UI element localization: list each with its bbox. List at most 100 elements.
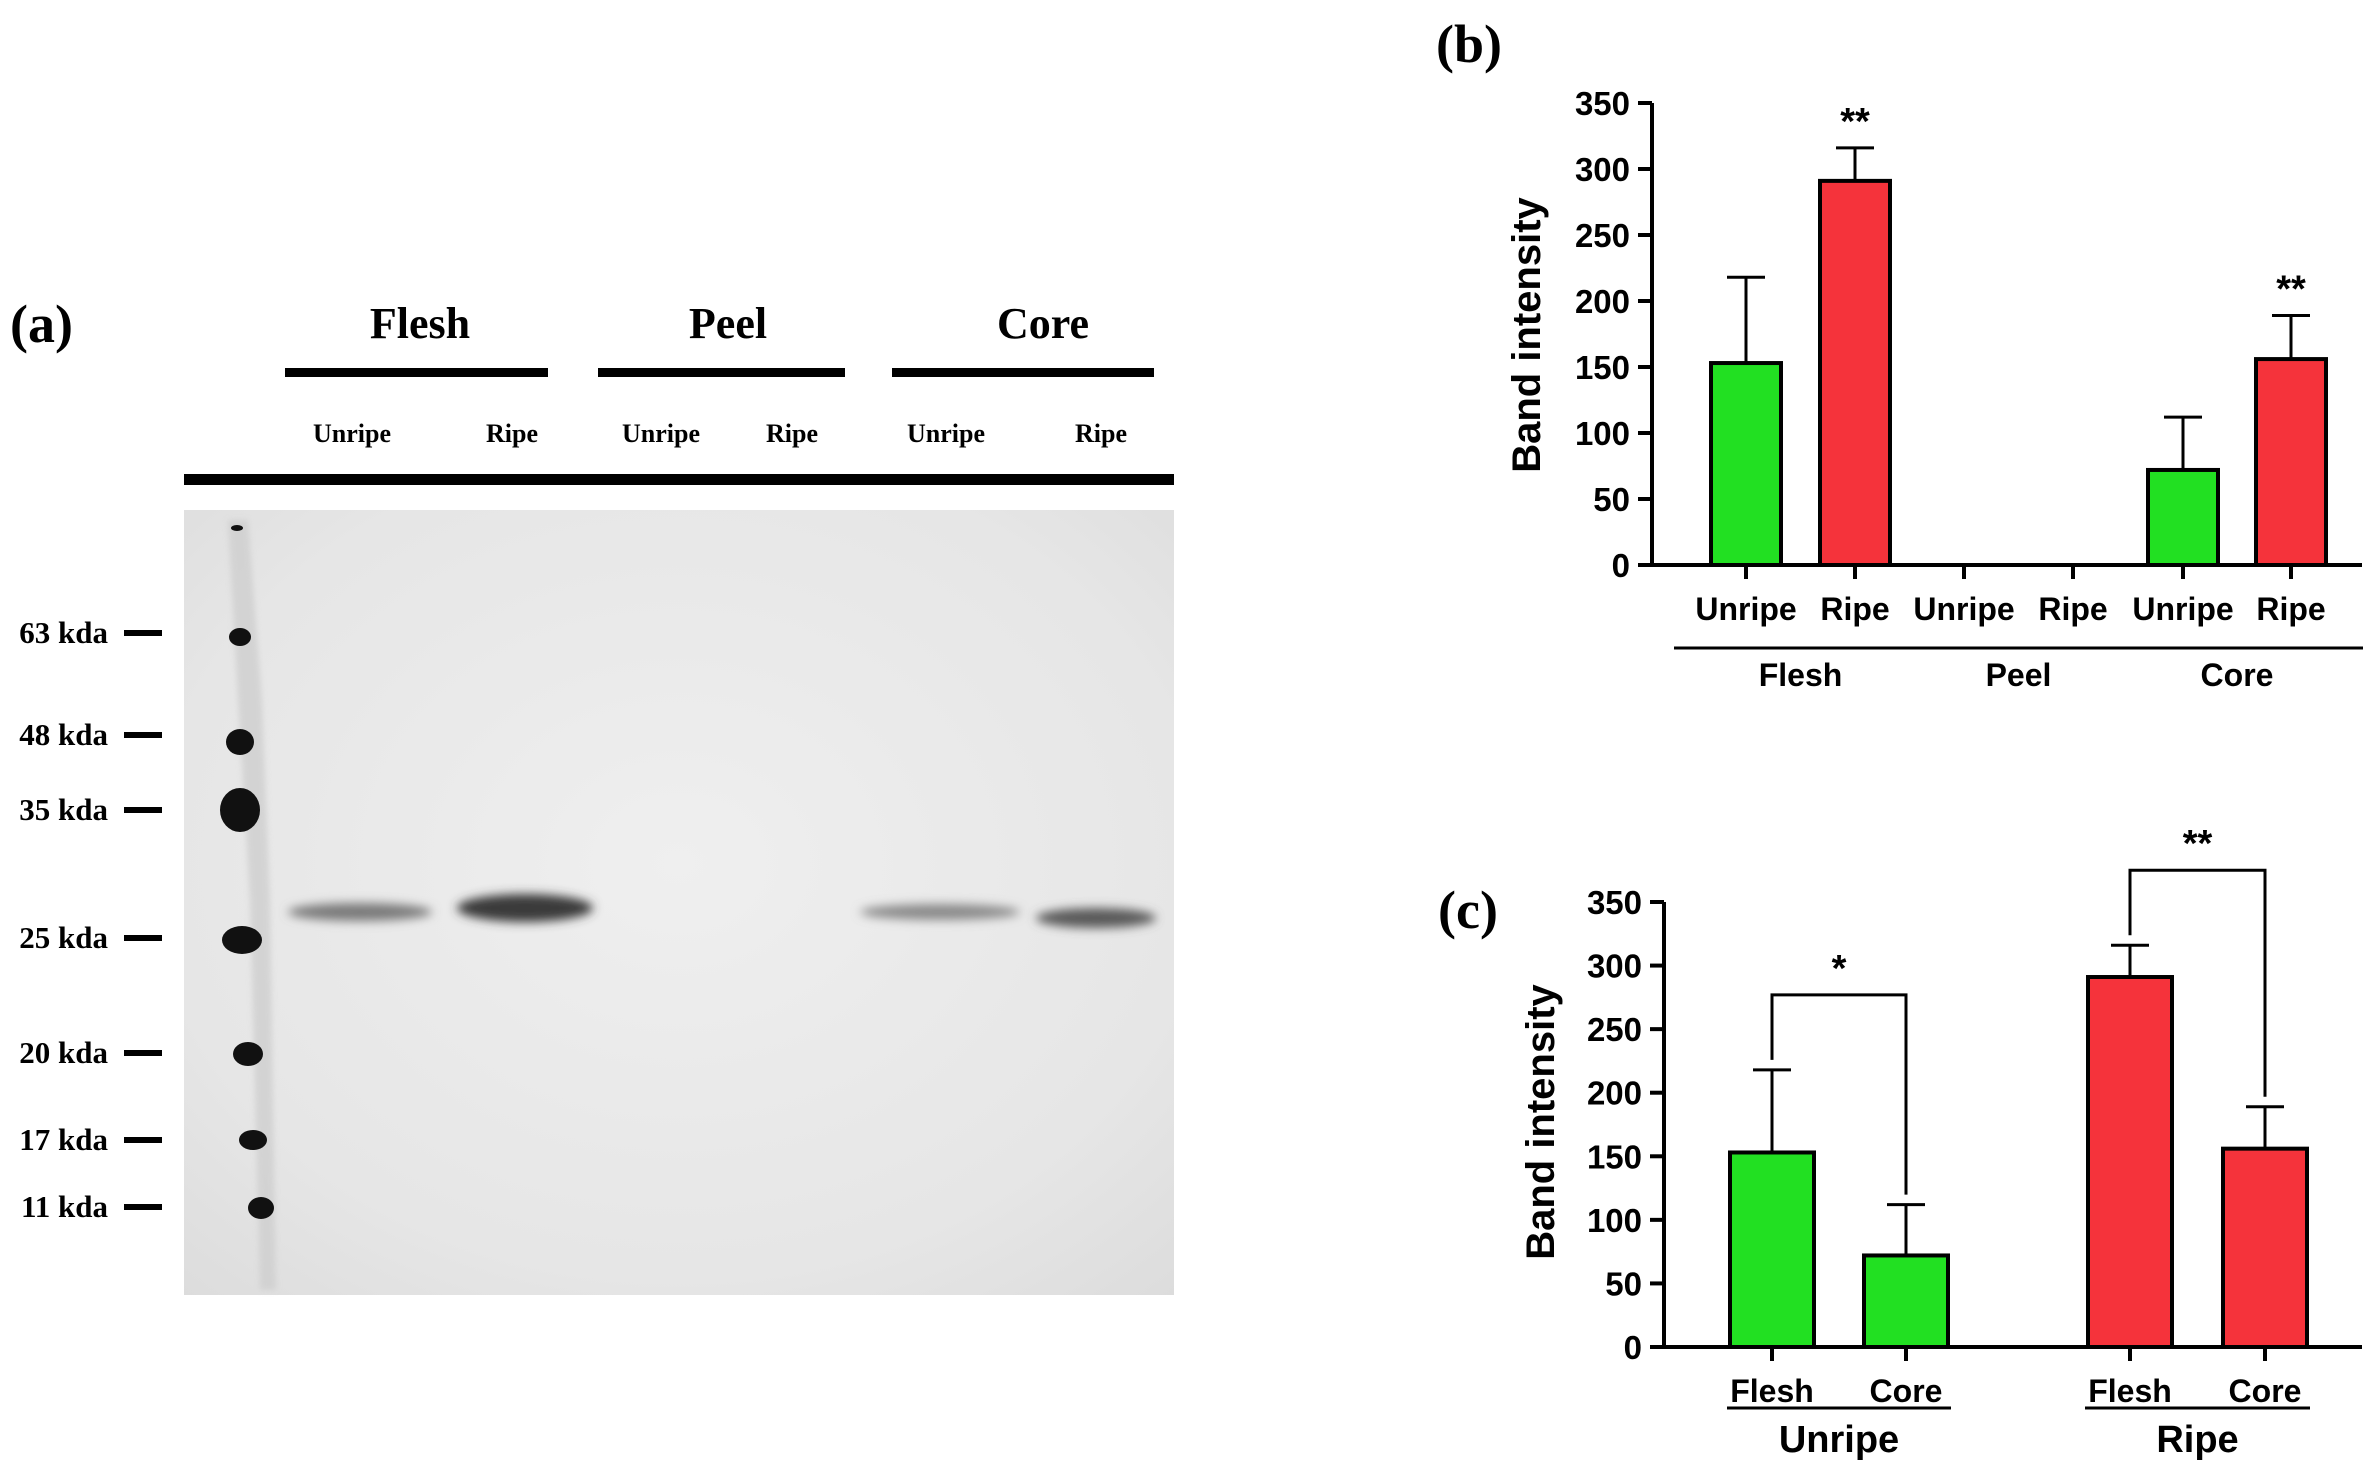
ladder-band	[222, 926, 262, 954]
y-tick-label: 0	[1624, 1329, 1642, 1366]
marker-label: 35 kda	[19, 792, 108, 827]
gel-group-bar-peel	[598, 368, 845, 377]
marker-label: 17 kda	[19, 1122, 108, 1157]
group-label: Peel	[1986, 657, 2052, 693]
marker-tick	[124, 630, 162, 636]
bar	[2146, 467, 2220, 567]
panel-b-plot: 0 50 100 150 200 250 300 350 Unripe Ripe Unripe Rip…	[1575, 85, 2363, 693]
bar	[2254, 357, 2328, 567]
gel-image	[184, 510, 1174, 1295]
comparison-bracket	[1770, 993, 1908, 1195]
bar	[1709, 361, 1783, 568]
y-tick-label: 150	[1587, 1138, 1642, 1175]
x-tick-label: Flesh	[2088, 1373, 2172, 1409]
panel-b-chart: (b) Band intensity 0 50 100 150 200 250 300 350…	[1436, 14, 2363, 693]
band-flesh-unripe	[288, 903, 432, 921]
panel-a-gel: (a) Flesh Peel Core Unripe Ripe Unripe R…	[10, 294, 1174, 1295]
ladder-band	[248, 1197, 274, 1219]
band-core-unripe	[860, 904, 1020, 920]
y-tick-label: 100	[1575, 415, 1630, 452]
ladder-band	[233, 1042, 263, 1066]
gel-lane-label: Unripe	[313, 419, 391, 448]
significance-label: *	[1832, 948, 1847, 990]
panel-c-ylabel: Band intensity	[1519, 983, 1563, 1259]
x-tick-label: Core	[1870, 1373, 1943, 1409]
y-tick-label: 300	[1587, 948, 1642, 985]
x-tick-label: Unripe	[1695, 591, 1796, 627]
x-tick-label: Unripe	[2132, 591, 2233, 627]
y-tick-label: 350	[1575, 85, 1630, 122]
y-tick-label: 150	[1575, 349, 1630, 386]
y-tick-label: 50	[1605, 1265, 1642, 1302]
gel-group-bar-flesh	[285, 368, 548, 377]
band-core-ripe	[1036, 908, 1156, 928]
bar	[1862, 1253, 1950, 1350]
marker-tick	[124, 1204, 162, 1210]
y-tick-label: 0	[1612, 547, 1630, 584]
panel-b-label: (b)	[1436, 14, 1502, 74]
panel-c-plot: 0 50 100 150 200 250 300 350 Flesh Core Flesh Core U…	[1587, 823, 2362, 1461]
marker-label: 20 kda	[19, 1035, 108, 1070]
marker-tick	[124, 935, 162, 941]
y-tick-label: 100	[1587, 1202, 1642, 1239]
gel-lane-label: Ripe	[486, 419, 538, 448]
ladder-bands	[220, 525, 274, 1219]
bar	[1728, 1150, 1816, 1349]
ladder-band	[239, 1130, 267, 1150]
marker-tick	[124, 732, 162, 738]
x-tick-label: Ripe	[1820, 591, 1889, 627]
y-tick-label: 250	[1575, 217, 1630, 254]
panel-a-label: (a)	[10, 294, 73, 354]
bar	[2221, 1146, 2309, 1349]
marker-tick	[124, 1137, 162, 1143]
gel-group-label-flesh: Flesh	[370, 299, 470, 348]
comparison-bracket	[2128, 868, 2267, 1097]
marker-label: 63 kda	[19, 615, 108, 650]
marker-label: 48 kda	[19, 717, 108, 752]
y-tick-label: 50	[1593, 481, 1630, 518]
sample-bands	[288, 894, 1156, 928]
gel-lane-label: Ripe	[1075, 419, 1127, 448]
gel-group-label-core: Core	[997, 299, 1089, 348]
panel-c-label: (c)	[1438, 880, 1498, 940]
y-tick-label: 300	[1575, 151, 1630, 188]
x-tick-label: Unripe	[1913, 591, 2014, 627]
panel-b-ylabel: Band intensity	[1505, 196, 1549, 472]
y-tick-label: 250	[1587, 1011, 1642, 1048]
bar	[2086, 975, 2174, 1349]
marker-label: 11 kda	[21, 1189, 109, 1224]
x-tick-label: Ripe	[2038, 591, 2107, 627]
y-tick-label: 200	[1587, 1075, 1642, 1112]
marker-tick	[124, 807, 162, 813]
gel-lane-label: Unripe	[622, 419, 700, 448]
molecular-weight-markers: 63 kda 48 kda 35 kda 25 kda 20 kda 17 kda 11 k…	[19, 615, 162, 1224]
ladder-smear	[228, 520, 276, 1290]
y-tick-label: 200	[1575, 283, 1630, 320]
significance-label: **	[2276, 269, 2306, 311]
x-tick-label: Ripe	[2256, 591, 2325, 627]
band-flesh-ripe	[457, 894, 593, 922]
gel-group-label-peel: Peel	[689, 299, 767, 348]
marker-label: 25 kda	[19, 920, 108, 955]
group-label: Unripe	[1779, 1419, 1899, 1461]
gel-group-bar-core	[892, 368, 1154, 377]
marker-tick	[124, 1050, 162, 1056]
ladder-band	[229, 628, 251, 646]
significance-label: **	[2183, 823, 2213, 865]
gel-top-bar	[184, 474, 1174, 485]
x-tick-label: Flesh	[1730, 1373, 1814, 1409]
y-tick-label: 350	[1587, 884, 1642, 921]
ladder-band	[231, 525, 243, 531]
gel-lane-label: Ripe	[766, 419, 818, 448]
group-label: Core	[2201, 657, 2274, 693]
group-label: Ripe	[2156, 1419, 2238, 1461]
x-tick-label: Core	[2229, 1373, 2302, 1409]
bar	[1818, 178, 1892, 567]
significance-label: **	[1840, 101, 1870, 143]
group-label: Flesh	[1759, 657, 1843, 693]
gel-lane-label: Unripe	[907, 419, 985, 448]
panel-c-chart: (c) Band intensity 0 50 100 150 200 250 300 350…	[1438, 823, 2362, 1461]
ladder-band	[220, 788, 260, 832]
ladder-band	[226, 729, 254, 755]
